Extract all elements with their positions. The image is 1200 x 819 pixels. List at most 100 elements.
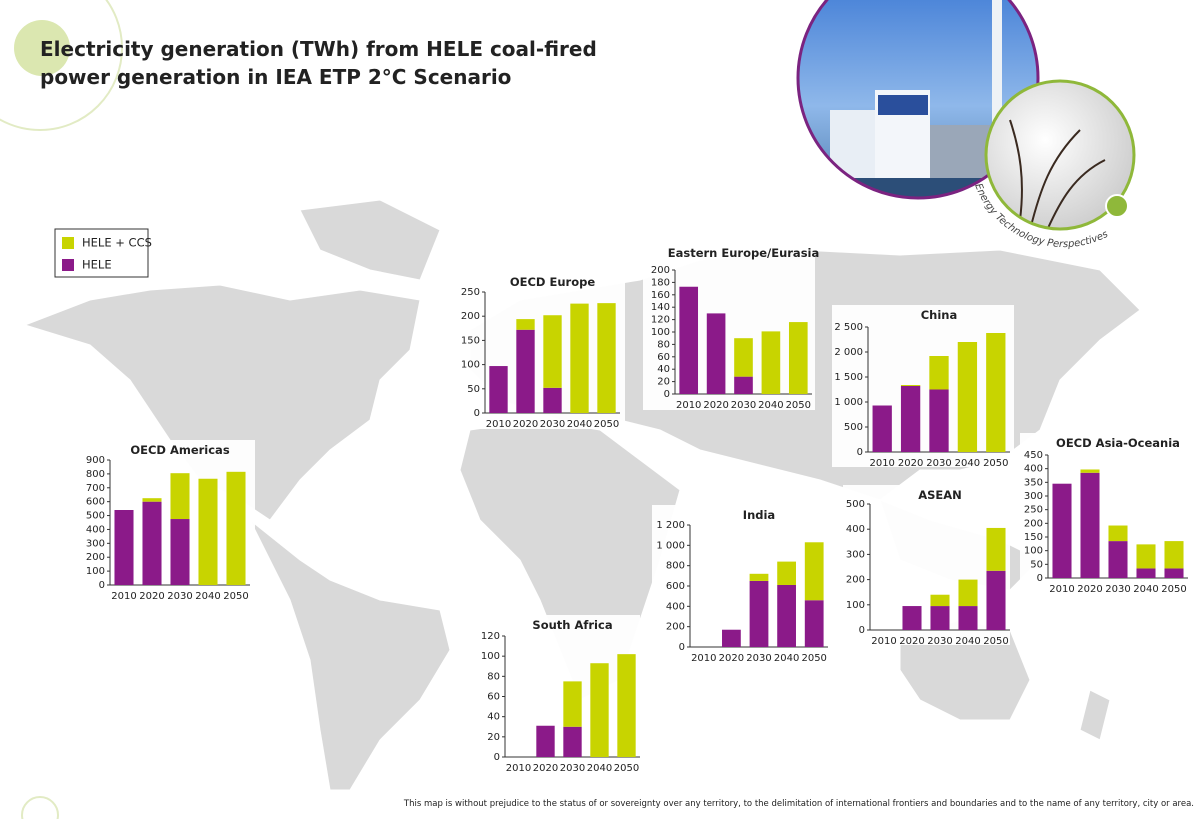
bar-segment (777, 561, 796, 585)
bar-segment (570, 303, 589, 413)
y-tick-label: 50 (1030, 559, 1043, 570)
bar-segment (226, 471, 246, 585)
chart-panel (652, 505, 830, 660)
chart: China 0 500 1 000 1 500 2 000 2 500 2010 2020 203… (832, 305, 1014, 469)
bar-segment (516, 319, 535, 330)
chart: India 0 200 400 600 800 1 000 1 200 2010 2020 2030… (652, 505, 830, 664)
x-tick-label: 2040 (567, 419, 592, 430)
bar-segment (563, 681, 582, 727)
bar-segment (900, 386, 921, 452)
bar-segment (114, 510, 134, 585)
bar-segment (590, 663, 609, 757)
x-tick-label: 2010 (871, 636, 896, 647)
photo-badge: Energy Technology Perspectives (796, 0, 1136, 250)
decor-top-left (0, 0, 123, 819)
chart-title: OECD Americas (130, 443, 229, 457)
y-tick-label: 1 000 (834, 397, 863, 408)
y-tick-label: 300 (1024, 491, 1043, 502)
y-tick-label: 800 (666, 561, 685, 572)
bar-segment (516, 329, 535, 413)
x-tick-label: 2020 (899, 636, 924, 647)
bar-segment (1080, 472, 1100, 578)
x-tick-label: 2050 (223, 591, 248, 602)
title-line: power generation in IEA ETP 2°C Scenario (40, 65, 511, 89)
chart-title: Eastern Europe/Eurasia (668, 246, 820, 260)
x-tick-label: 2040 (758, 400, 783, 411)
y-tick-label: 400 (1024, 464, 1043, 475)
x-tick-label: 2020 (703, 400, 728, 411)
x-tick-label: 2020 (719, 653, 744, 664)
y-tick-label: 500 (844, 422, 863, 433)
bar-segment (929, 356, 949, 390)
y-tick-label: 0 (664, 389, 670, 400)
x-tick-label: 2020 (898, 458, 923, 469)
chart-panel (477, 615, 640, 772)
x-tick-label: 2040 (955, 458, 980, 469)
y-tick-label: 900 (86, 455, 105, 466)
y-tick-label: 0 (859, 625, 865, 636)
y-tick-label: 350 (1024, 477, 1043, 488)
bar-segment (804, 542, 824, 601)
bar-segment (1136, 568, 1156, 578)
y-tick-label: 100 (481, 651, 500, 662)
x-tick-label: 2050 (1161, 584, 1186, 595)
chart-title: India (743, 508, 775, 522)
y-tick-label: 500 (86, 511, 105, 522)
x-tick-label: 2030 (167, 591, 192, 602)
bar-segment (1052, 483, 1072, 578)
x-tick-label: 2010 (1049, 584, 1074, 595)
y-tick-label: 250 (1024, 505, 1043, 516)
chart-title: South Africa (532, 618, 612, 632)
bar-segment (986, 333, 1006, 452)
y-tick-label: 40 (657, 364, 670, 375)
y-tick-label: 0 (857, 447, 863, 458)
chart-title: OECD Asia-Oceania (1056, 436, 1180, 450)
bar-segment (1136, 544, 1156, 569)
bar-segment (872, 405, 892, 452)
y-tick-label: 200 (666, 622, 685, 633)
y-tick-label: 200 (461, 311, 480, 322)
bar-segment (198, 478, 218, 585)
chart-title: OECD Europe (510, 275, 595, 289)
bar-segment (1164, 541, 1184, 569)
y-tick-label: 60 (487, 692, 500, 703)
legend: HELE + CCS HELE (54, 228, 152, 278)
bar-segment (900, 385, 921, 386)
y-tick-label: 1 000 (656, 540, 685, 551)
chart-panel (843, 485, 1010, 645)
y-tick-label: 400 (666, 601, 685, 612)
y-tick-label: 200 (651, 265, 670, 276)
chart: OECD Asia-Oceania 0 50 100 150 200 250 300 350 40… (1020, 433, 1190, 595)
x-tick-label: 2050 (983, 458, 1008, 469)
bar-segment (489, 366, 508, 413)
bar-segment (617, 654, 636, 757)
bar-segment (749, 573, 769, 581)
chart: Eastern Europe/Eurasia020406080100120140… (643, 243, 819, 411)
bar-segment (958, 606, 978, 630)
y-tick-label: 20 (487, 732, 500, 743)
y-tick-label: 250 (461, 287, 480, 298)
bar-segment (1108, 525, 1128, 542)
chart-panel (455, 272, 625, 429)
bar-segment (788, 322, 808, 394)
x-tick-label: 2030 (560, 763, 585, 774)
bar-segment (986, 527, 1006, 571)
bar-segment (777, 584, 796, 647)
x-tick-label: 2030 (927, 636, 952, 647)
bar-segment (543, 387, 562, 413)
bar-segment (722, 629, 741, 647)
bar-segment (706, 313, 726, 394)
disclaimer: This map is without prejudice to the sta… (403, 799, 1194, 809)
y-tick-label: 60 (657, 352, 670, 363)
y-tick-label: 180 (651, 277, 670, 288)
chart: OECD Americas 0 100 200 300 400 500 600 700 800 90… (85, 440, 255, 602)
y-tick-label: 40 (487, 712, 500, 723)
bar-segment (543, 315, 562, 388)
y-tick-label: 120 (651, 315, 670, 326)
x-tick-label: 2030 (926, 458, 951, 469)
y-tick-label: 0 (1037, 573, 1043, 584)
